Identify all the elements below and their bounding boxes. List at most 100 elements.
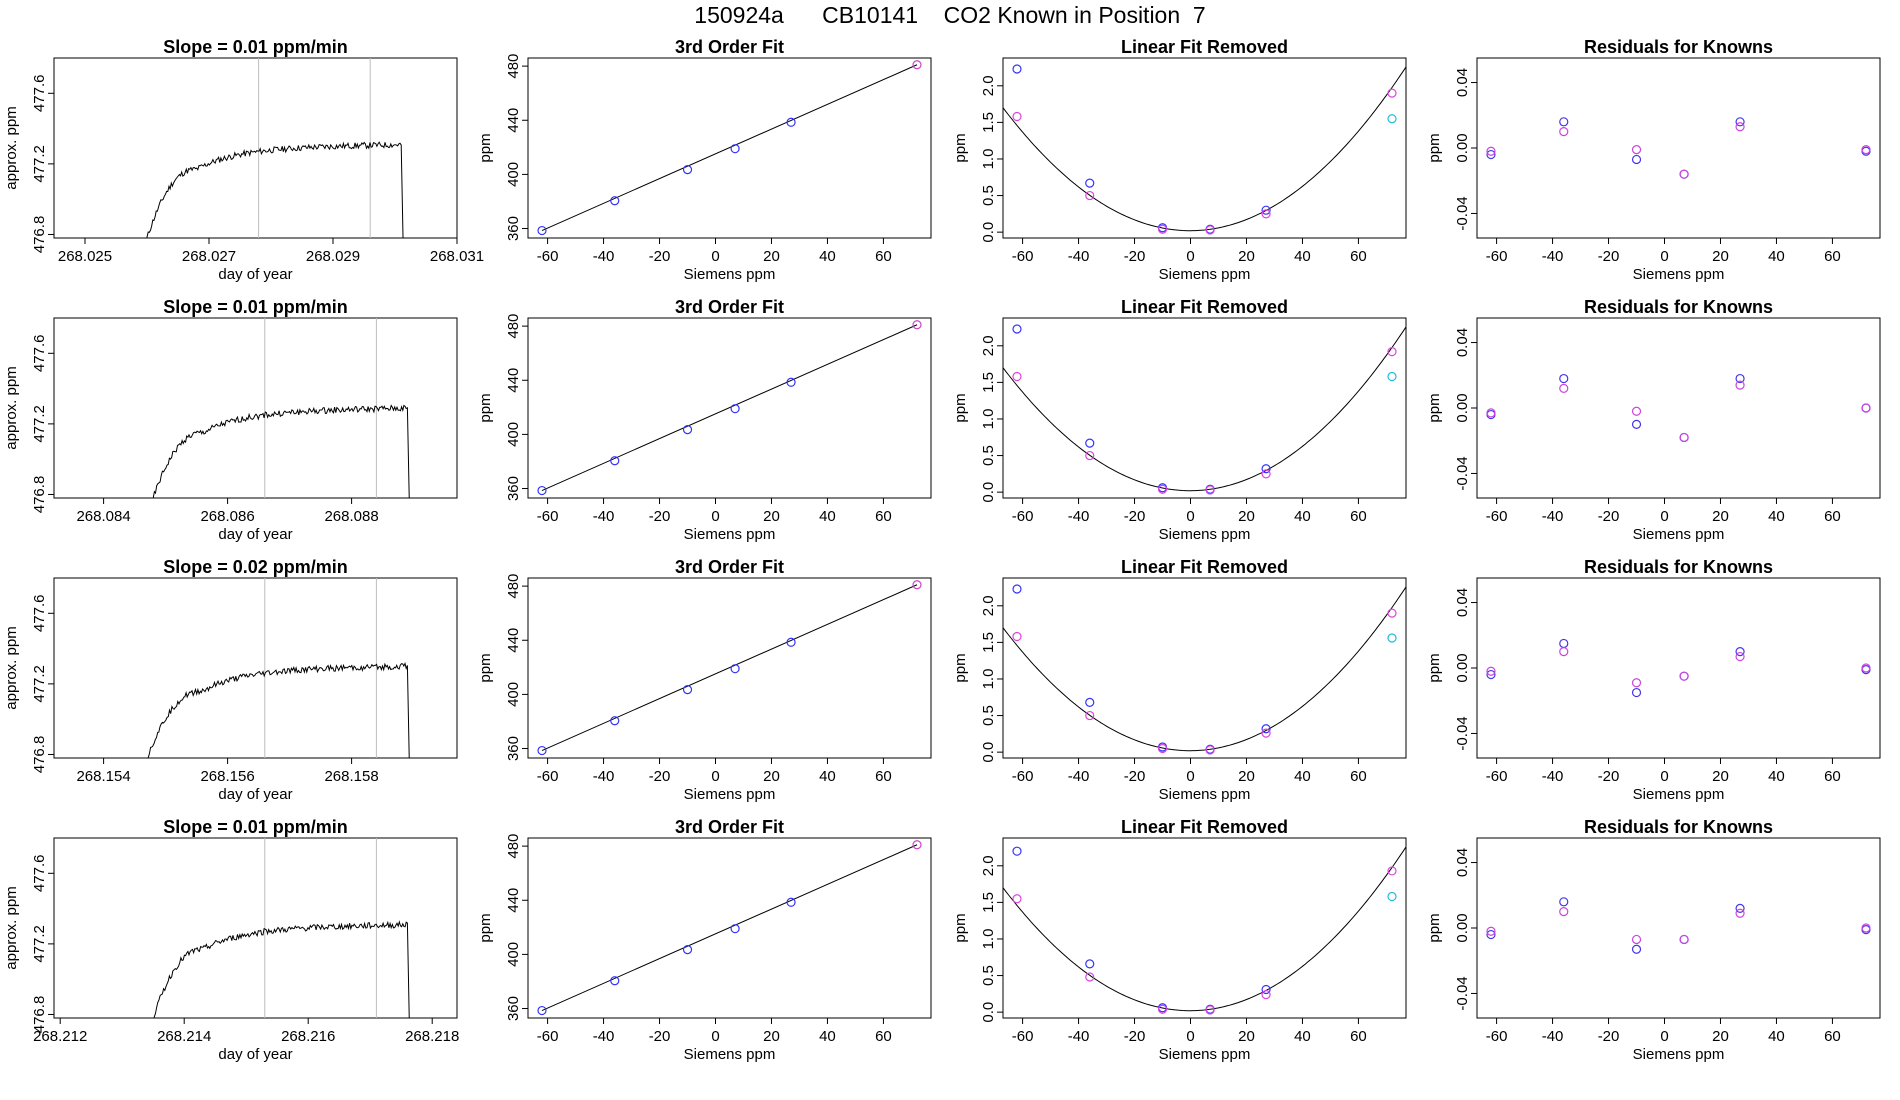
x-tick-label: 60 (1824, 1028, 1841, 1045)
plot-area (54, 58, 404, 238)
y-tick-label: 476.8 (31, 736, 48, 774)
x-tick-label: 60 (1350, 768, 1367, 785)
panel-title: 3rd Order Fit (675, 817, 784, 837)
y-tick-label: -0.04 (1454, 976, 1471, 1010)
x-axis-label: Siemens ppm (684, 526, 776, 543)
data-point-blue (1735, 373, 1745, 384)
fit-point (730, 664, 740, 674)
x-tick-label: -60 (1012, 1028, 1034, 1045)
y-axis-label: ppm (1426, 653, 1443, 682)
quadratic-fit-curve (1003, 66, 1406, 232)
plot-frame (1002, 57, 1407, 239)
data-point-magenta (1157, 1004, 1168, 1014)
x-axis-label: Siemens ppm (1159, 266, 1251, 283)
data-point-blue (1085, 959, 1095, 969)
x-tick-label: 0 (1186, 768, 1194, 785)
x-tick-label: 60 (1824, 248, 1841, 265)
x-tick-label: 60 (1350, 248, 1367, 265)
plot-area (537, 580, 922, 756)
y-tick-label: 477.6 (31, 595, 48, 633)
data-point-magenta (1012, 111, 1022, 122)
x-axis-label: day of year (218, 266, 292, 283)
data-point-blue (1261, 205, 1271, 215)
plot-frame (53, 57, 458, 239)
plot-area (1486, 638, 1871, 698)
y-axis-label: ppm (477, 133, 494, 162)
x-tick-label: -40 (593, 768, 615, 785)
fit-point (912, 840, 922, 850)
co2-trace-line (54, 920, 410, 1018)
x-tick-label: 20 (763, 768, 780, 785)
data-point-magenta (1559, 907, 1569, 917)
x-tick-label: -40 (1068, 768, 1090, 785)
x-tick-label: 268.031 (430, 248, 484, 265)
x-tick-label: 20 (1238, 768, 1255, 785)
y-axis-label: approx. ppm (3, 886, 20, 969)
y-axis-label: ppm (952, 133, 969, 162)
chart-panel-r4c3: Linear Fit Removed -60 -40 -20 0 20 40 60 Siemen… (952, 817, 1407, 1063)
data-point-magenta (1861, 145, 1871, 155)
data-point-magenta (1261, 209, 1271, 219)
y-axis-label: ppm (477, 913, 494, 942)
x-tick-label: -20 (1598, 1028, 1620, 1045)
fit-line (541, 584, 918, 752)
y-tick-label: 1.0 (980, 409, 997, 430)
fit-point (730, 404, 740, 414)
panel-title: 3rd Order Fit (675, 557, 784, 577)
y-tick-label: 0.00 (1454, 133, 1471, 162)
data-point-magenta (1679, 432, 1689, 443)
x-tick-label: 268.025 (58, 248, 112, 265)
x-axis-label: Siemens ppm (1159, 1046, 1251, 1063)
y-tick-label: 0.00 (1454, 653, 1471, 682)
fit-point (786, 377, 796, 387)
x-tick-label: 20 (1238, 248, 1255, 265)
x-tick-label: 40 (819, 1028, 836, 1045)
x-tick-label: 0 (711, 768, 719, 785)
x-tick-label: 0 (1186, 248, 1194, 265)
panel-title: Residuals for Knowns (1584, 557, 1773, 577)
y-tick-label: 1.5 (980, 632, 997, 653)
data-point-cyan (1387, 114, 1397, 124)
data-point-magenta (1861, 923, 1871, 933)
y-tick-label: 477.2 (31, 925, 48, 963)
x-tick-label: -60 (537, 768, 559, 785)
y-tick-label: 477.6 (31, 335, 48, 373)
fit-point (610, 716, 620, 726)
x-tick-label: 268.088 (324, 508, 378, 525)
x-tick-label: 40 (1294, 1028, 1311, 1045)
y-tick-label: 400 (505, 942, 522, 967)
data-point-magenta (1205, 225, 1215, 235)
x-tick-label: -40 (1542, 768, 1564, 785)
x-tick-label: 0 (1186, 508, 1194, 525)
fit-point (912, 580, 922, 590)
x-tick-label: -60 (1486, 1028, 1508, 1045)
x-axis-label: Siemens ppm (1633, 1046, 1725, 1063)
plot-frame (53, 577, 458, 759)
x-tick-label: -20 (1598, 248, 1620, 265)
x-axis-label: day of year (218, 526, 292, 543)
y-tick-label: 476.8 (31, 996, 48, 1034)
plot-area (1003, 64, 1406, 235)
plot-frame (1476, 317, 1881, 499)
x-tick-label: 60 (1350, 508, 1367, 525)
x-tick-label: -40 (1542, 248, 1564, 265)
data-point-blue (1261, 464, 1271, 474)
y-tick-label: -0.04 (1454, 456, 1471, 490)
fit-line (541, 844, 918, 1012)
data-point-magenta (1735, 908, 1745, 918)
x-tick-label: 268.086 (200, 508, 254, 525)
x-axis-label: Siemens ppm (1633, 266, 1725, 283)
y-tick-label: 0.5 (980, 705, 997, 726)
y-tick-label: -0.04 (1454, 716, 1471, 750)
x-axis-label: Siemens ppm (1159, 786, 1251, 803)
data-point-magenta (1387, 88, 1397, 98)
x-tick-label: 60 (875, 508, 892, 525)
x-tick-label: -20 (649, 508, 671, 525)
chart-panel-r4c4: Residuals for Knowns -60 -40 -20 0 20 40 60 Siem… (1426, 817, 1881, 1063)
x-tick-label: -20 (1124, 1028, 1146, 1045)
x-tick-label: 268.027 (182, 248, 236, 265)
y-tick-label: 440 (505, 108, 522, 133)
y-tick-label: 1.0 (980, 149, 997, 170)
chart-panel-r2c1: Slope = 0.01 ppm/min 268.084 268.086 268.08… (3, 297, 458, 543)
x-axis-label: Siemens ppm (1159, 526, 1251, 543)
